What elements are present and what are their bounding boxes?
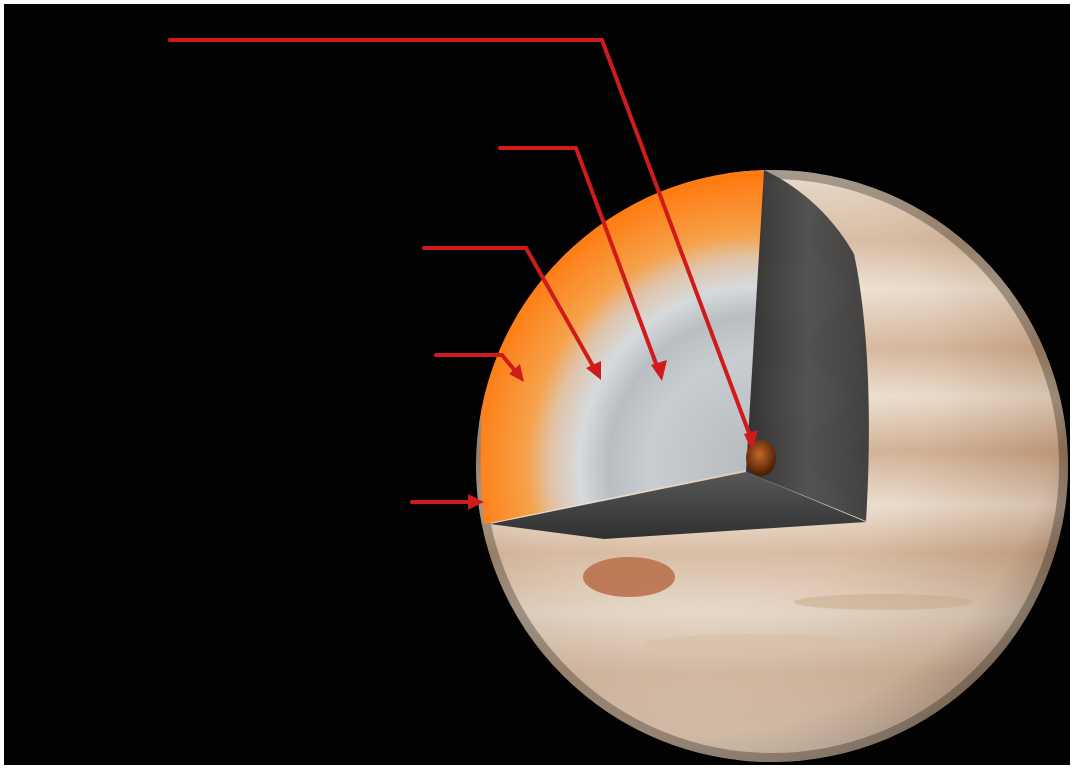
jupiter-interior-diagram <box>168 38 1068 762</box>
arrow-diagonal-icon <box>586 361 601 380</box>
arrow-right-icon <box>468 494 484 510</box>
diagram-panel <box>4 4 1070 765</box>
arrow-atmosphere <box>410 494 484 510</box>
arrow-diagonal-icon <box>509 364 524 382</box>
arrow-group <box>168 38 758 510</box>
arrow-inner-layer <box>498 146 667 381</box>
arrow-middle-layer <box>422 246 601 380</box>
arrow-diagonal-icon <box>744 430 758 451</box>
arrow-outer-layer <box>434 353 524 382</box>
arrow-core <box>168 38 758 451</box>
great-red-spot <box>583 557 675 597</box>
arrow-diagonal-icon <box>651 360 667 381</box>
planet-core <box>746 440 776 476</box>
